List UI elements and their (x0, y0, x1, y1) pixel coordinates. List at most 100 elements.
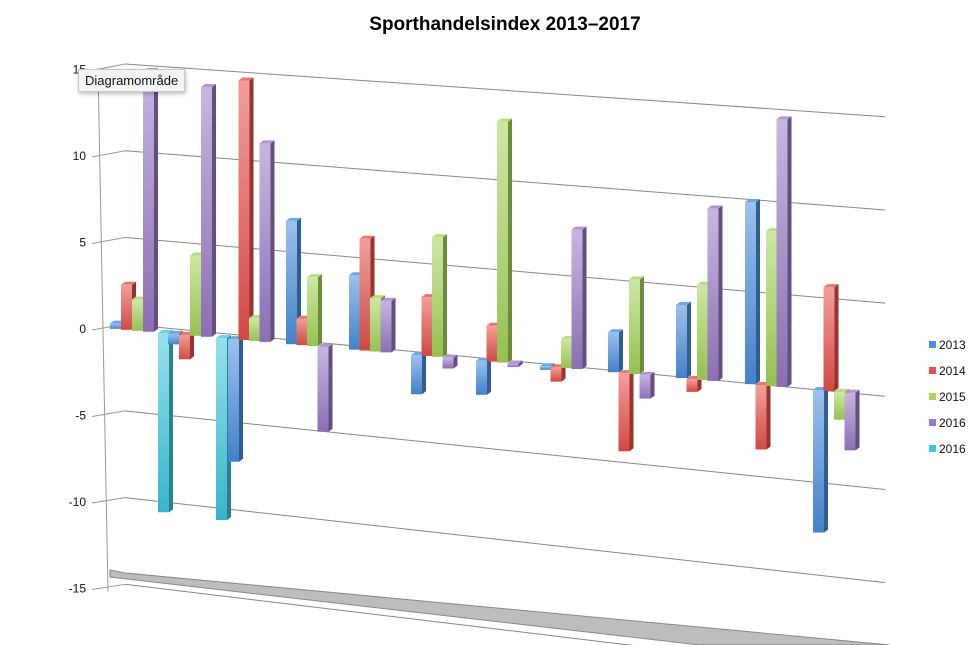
bar-top (238, 77, 254, 81)
gridline (124, 497, 886, 584)
bar-2016-8 (571, 229, 583, 370)
bar-top (216, 335, 231, 339)
bar-top (823, 284, 839, 288)
bar-2016-1 (143, 71, 154, 332)
bar-2015-8 (561, 339, 572, 369)
gridline (124, 410, 886, 490)
bar-2015-7 (497, 121, 508, 363)
bar-top (745, 198, 760, 202)
tooltip: Diagramområde (78, 69, 186, 92)
bar-top (158, 330, 173, 334)
bar-2014-10 (686, 379, 698, 392)
bar-2014-8 (550, 367, 562, 382)
bar-side (855, 389, 860, 451)
bar-side (629, 370, 634, 452)
bar-side (297, 217, 301, 345)
bar-side (169, 330, 173, 513)
bar-side (824, 387, 828, 533)
bar-top (507, 360, 523, 364)
bar-side (270, 140, 275, 342)
bar-top (639, 371, 655, 375)
bar-side (718, 205, 723, 381)
bar-2015-5 (370, 298, 381, 352)
gridline-connector (91, 583, 126, 590)
bar-side (834, 284, 839, 391)
bar-2015-10 (697, 284, 708, 380)
bar-top (168, 330, 183, 334)
bar-2015-1 (132, 299, 143, 331)
bar-top (844, 389, 860, 393)
bar-2013-3 (228, 339, 239, 462)
legend-label: 2016 (939, 416, 966, 430)
bar-top (370, 295, 385, 299)
bar-2013-2 (168, 333, 179, 345)
bar-2015-11 (766, 231, 777, 386)
bar-2014-3 (238, 80, 250, 341)
bar-side (687, 301, 691, 379)
bar-top (629, 276, 644, 280)
bar-2013-11 (745, 201, 756, 385)
bar-2014-6 (421, 297, 433, 356)
bar-2015-3 (249, 318, 260, 341)
bar-top (608, 329, 623, 333)
bar-2015-6 (432, 237, 443, 357)
y-axis (97, 68, 109, 592)
bar-side (212, 83, 216, 337)
bar-2014-1 (121, 284, 132, 330)
bar-top (432, 234, 447, 238)
bar-2013-5 (349, 275, 360, 350)
bar-side (318, 274, 322, 347)
bar-2013-6 (411, 355, 422, 395)
bar-side (190, 331, 194, 360)
bar-2016-2 (216, 338, 227, 521)
bar-2016-9 (639, 374, 651, 399)
legend-swatch (929, 445, 936, 452)
y-tick-label: 10 (73, 149, 87, 163)
bar-side (249, 77, 254, 341)
bar-top (286, 217, 301, 221)
bar-side (640, 276, 644, 375)
bar-side (561, 364, 566, 382)
bar-2016-12 (844, 392, 856, 451)
bar-2016-4 (317, 346, 329, 432)
legend-label: 2013 (939, 338, 966, 352)
bar-top (359, 235, 375, 239)
y-tick-label: 0 (79, 322, 86, 336)
bar-2016-11 (776, 119, 788, 387)
gridline-connector (91, 150, 126, 158)
y-tick-label: -5 (75, 409, 86, 423)
bar-side (697, 376, 702, 392)
legend-label: 2015 (939, 390, 966, 404)
legend-swatch (929, 419, 936, 426)
legend-swatch (929, 341, 936, 348)
bar-2015-12 (834, 391, 845, 420)
bar-top (317, 343, 333, 347)
bar-2014-11 (755, 385, 767, 450)
bar-side (582, 226, 587, 370)
bar-2015-4 (307, 277, 318, 347)
gridline-connector (91, 497, 126, 504)
gridline-connector (91, 410, 126, 417)
y-tick-label: -15 (69, 582, 87, 596)
gridline (124, 63, 886, 118)
bar-2013-7 (476, 360, 487, 395)
bar-2016-7 (507, 363, 519, 368)
bar-top (497, 118, 512, 122)
bar-side (766, 382, 771, 450)
bar-2016-5 (380, 300, 392, 353)
bar-2016-2 (201, 86, 212, 337)
bar-2013-1 (110, 323, 121, 329)
bar-top (676, 301, 691, 305)
bar-2015-9 (629, 279, 640, 375)
bar-2013-10 (676, 304, 687, 379)
bar-2016-10 (707, 208, 719, 381)
chart-title: Sporthandelsindex 2013–2017 (369, 14, 641, 35)
bar-side (443, 234, 447, 357)
chart-floor (109, 569, 891, 645)
bar-side (787, 116, 792, 387)
bar-top (834, 388, 849, 392)
gridline-connector (91, 236, 126, 244)
bar-side (487, 357, 491, 395)
bar-side (508, 118, 512, 363)
bar-top (307, 274, 322, 278)
